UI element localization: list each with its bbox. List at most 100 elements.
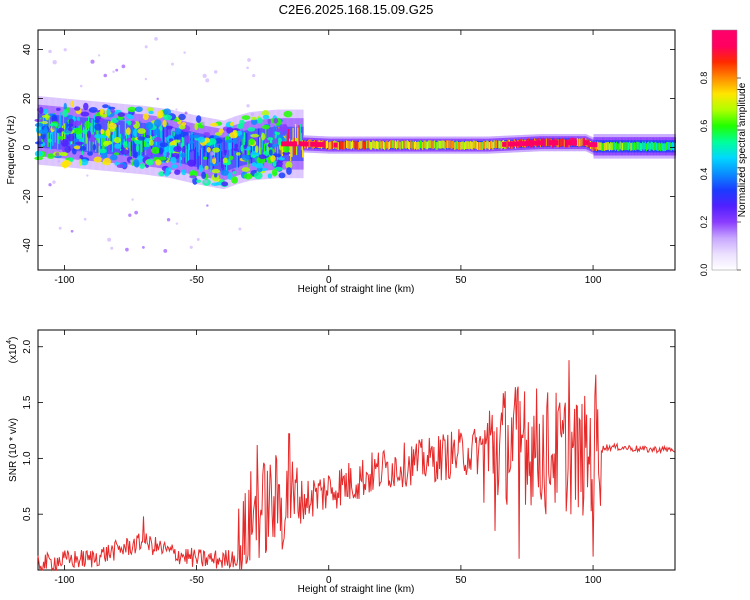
heatmap-cell	[543, 139, 546, 148]
heatmap-cell	[562, 138, 565, 147]
heatmap-blob	[257, 117, 263, 124]
heatmap-cell	[299, 123, 302, 142]
heatmap-cell	[388, 141, 391, 150]
heatmap-blob	[197, 136, 206, 143]
heatmap-cell	[459, 141, 461, 150]
heatmap-blob	[93, 156, 102, 163]
heatmap-cell	[407, 141, 410, 150]
heatmap-blob	[267, 118, 271, 125]
heatmap-outlier	[58, 226, 62, 230]
heatmap-cell	[219, 140, 222, 158]
heatmap-blob	[131, 137, 136, 141]
heatmap-blob	[49, 122, 58, 127]
heatmap-cell	[323, 140, 326, 149]
heatmap-cell	[142, 138, 145, 156]
heatmap-outlier	[163, 248, 168, 253]
heatmap-cell	[451, 140, 454, 149]
heatmap-cell	[595, 143, 598, 152]
heatmap-cell	[600, 142, 603, 151]
heatmap-cell	[398, 140, 400, 149]
heatmap-blob	[154, 136, 162, 142]
heatmap-blob	[47, 138, 52, 143]
heatmap-outlier	[83, 217, 87, 221]
heatmap-cell	[488, 142, 491, 150]
heatmap-blob	[241, 167, 251, 172]
heatmap-blob	[267, 143, 274, 148]
heatmap-cell	[49, 114, 52, 149]
heatmap-cell	[482, 140, 485, 149]
heatmap-cell	[663, 143, 666, 152]
snr-y-tick-label: 0.5	[22, 507, 33, 521]
heatmap-blob	[80, 158, 89, 166]
heatmap-cell	[160, 123, 163, 141]
heatmap-cell	[461, 141, 464, 150]
heatmap-blob	[194, 122, 198, 131]
heatmap-blob	[261, 132, 266, 141]
heatmap-cell	[405, 141, 408, 149]
heatmap-blob	[78, 158, 83, 166]
heatmap-cell	[297, 127, 299, 145]
snr-panel: -100 -50 0 50 100 0.5 1.0 1.5 2.0 Height of stra…	[6, 329, 676, 595]
heatmap-cell	[611, 142, 613, 151]
heatmap-blob	[174, 133, 182, 140]
heatmap-cell	[357, 141, 360, 150]
heatmap-blob	[261, 110, 270, 117]
heatmap-cell	[436, 142, 439, 150]
heatmap-blob	[46, 153, 55, 159]
heatmap-cell	[93, 114, 96, 133]
heatmap-peak	[537, 140, 545, 146]
spectrogram-y-tick-label: -40	[22, 238, 33, 253]
heatmap-cell	[256, 128, 259, 163]
heatmap-blob	[195, 115, 202, 123]
heatmap-blob	[110, 109, 116, 114]
heatmap-blob	[100, 129, 105, 135]
heatmap-outlier	[52, 59, 57, 65]
heatmap-cell	[52, 128, 54, 146]
heatmap-peak	[554, 140, 559, 146]
heatmap-blob	[222, 157, 228, 164]
heatmap-cell	[499, 140, 502, 149]
heatmap-blob	[94, 119, 100, 124]
heatmap-cell	[104, 130, 107, 148]
heatmap-cell	[560, 138, 562, 147]
heatmap-cell	[429, 140, 431, 149]
spectrogram-heatmap	[34, 37, 676, 253]
heatmap-outlier	[166, 218, 171, 222]
heatmap-blob	[113, 137, 121, 144]
heatmap-cell	[105, 140, 108, 158]
heatmap-cell	[179, 149, 182, 167]
heatmap-cell	[443, 140, 446, 149]
snr-multiplier-exponent: 4	[6, 340, 13, 344]
heatmap-blob	[236, 152, 241, 156]
heatmap-cell	[53, 114, 56, 149]
heatmap-outlier	[156, 97, 159, 101]
heatmap-cell	[447, 140, 449, 149]
heatmap-cell	[441, 140, 443, 149]
heatmap-blob	[163, 114, 173, 121]
heatmap-cell	[97, 125, 100, 143]
heatmap-cell	[545, 138, 548, 147]
heatmap-cell	[62, 116, 65, 134]
heatmap-blob	[149, 139, 154, 146]
heatmap-cell	[668, 142, 670, 150]
heatmap-blob	[102, 113, 108, 118]
heatmap-cell	[124, 118, 127, 136]
heatmap-cell	[200, 148, 203, 166]
heatmap-cell	[629, 141, 631, 150]
heatmap-cell	[666, 142, 668, 151]
heatmap-cell	[670, 142, 673, 151]
heatmap-cell	[340, 141, 342, 149]
heatmap-blob	[41, 114, 51, 118]
heatmap-blob	[225, 139, 234, 143]
heatmap-cell	[605, 142, 607, 151]
heatmap-peak	[566, 140, 573, 146]
heatmap-blob	[250, 116, 257, 121]
heatmap-cell	[579, 138, 581, 147]
heatmap-cell	[112, 125, 115, 143]
heatmap-blob	[62, 109, 69, 118]
heatmap-cell	[494, 140, 497, 149]
heatmap-cell	[347, 140, 349, 149]
heatmap-cell	[181, 132, 184, 150]
heatmap-blob	[196, 179, 202, 183]
